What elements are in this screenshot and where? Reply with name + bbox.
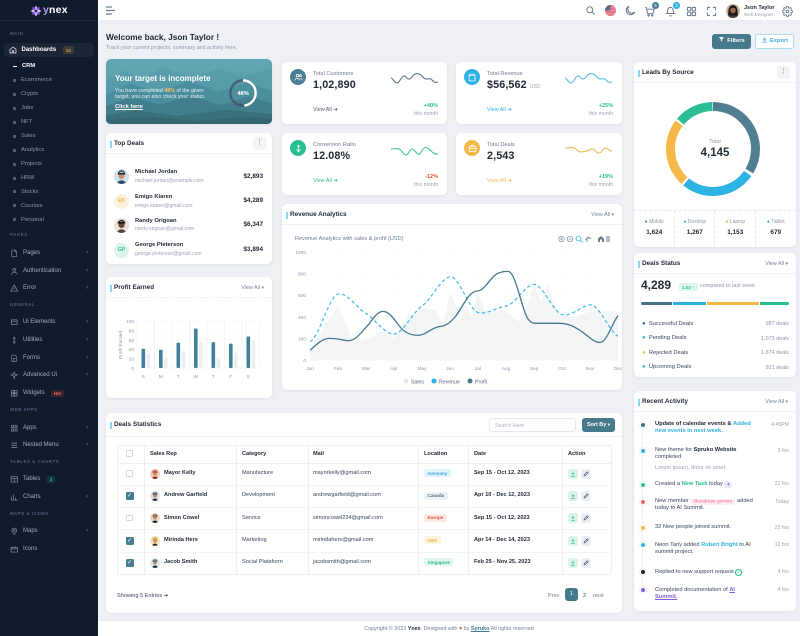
svg-text:Mar: Mar — [362, 366, 371, 372]
svg-text:Jul: Jul — [475, 366, 481, 372]
svg-text:1000: 1000 — [295, 250, 306, 256]
svg-text:M: M — [159, 374, 163, 380]
svg-text:60: 60 — [129, 338, 135, 344]
svg-text:40: 40 — [129, 347, 135, 353]
svg-text:T: T — [212, 374, 215, 380]
svg-text:600: 600 — [298, 293, 306, 299]
svg-text:T: T — [177, 374, 180, 380]
svg-text:Sep: Sep — [530, 366, 539, 372]
svg-text:Nov: Nov — [586, 366, 595, 372]
svg-text:W: W — [193, 374, 198, 380]
svg-text:Profit: Profit — [475, 380, 488, 386]
svg-text:Feb: Feb — [334, 366, 343, 372]
svg-text:0: 0 — [303, 358, 306, 364]
svg-text:0: 0 — [131, 366, 134, 372]
svg-text:100: 100 — [126, 319, 134, 325]
svg-text:May: May — [417, 366, 427, 372]
svg-text:800: 800 — [298, 272, 306, 278]
svg-text:400: 400 — [298, 315, 306, 321]
svg-text:200: 200 — [298, 336, 306, 342]
svg-text:S: S — [247, 374, 250, 380]
svg-text:F: F — [229, 374, 232, 380]
svg-text:Sales: Sales — [411, 380, 424, 386]
svg-text:48%: 48% — [237, 91, 249, 97]
svg-text:Jan: Jan — [306, 366, 314, 372]
svg-text:20: 20 — [129, 357, 135, 363]
svg-text:Dec: Dec — [614, 366, 623, 372]
svg-text:Oct: Oct — [558, 366, 566, 372]
svg-text:80: 80 — [129, 328, 135, 334]
svg-text:Revenue: Revenue — [439, 380, 460, 386]
svg-text:Profit Earned: Profit Earned — [118, 331, 124, 359]
svg-text:Aug: Aug — [502, 366, 511, 372]
svg-text:Jun: Jun — [446, 366, 454, 372]
svg-text:S: S — [142, 374, 145, 380]
svg-text:Apr: Apr — [390, 366, 398, 372]
